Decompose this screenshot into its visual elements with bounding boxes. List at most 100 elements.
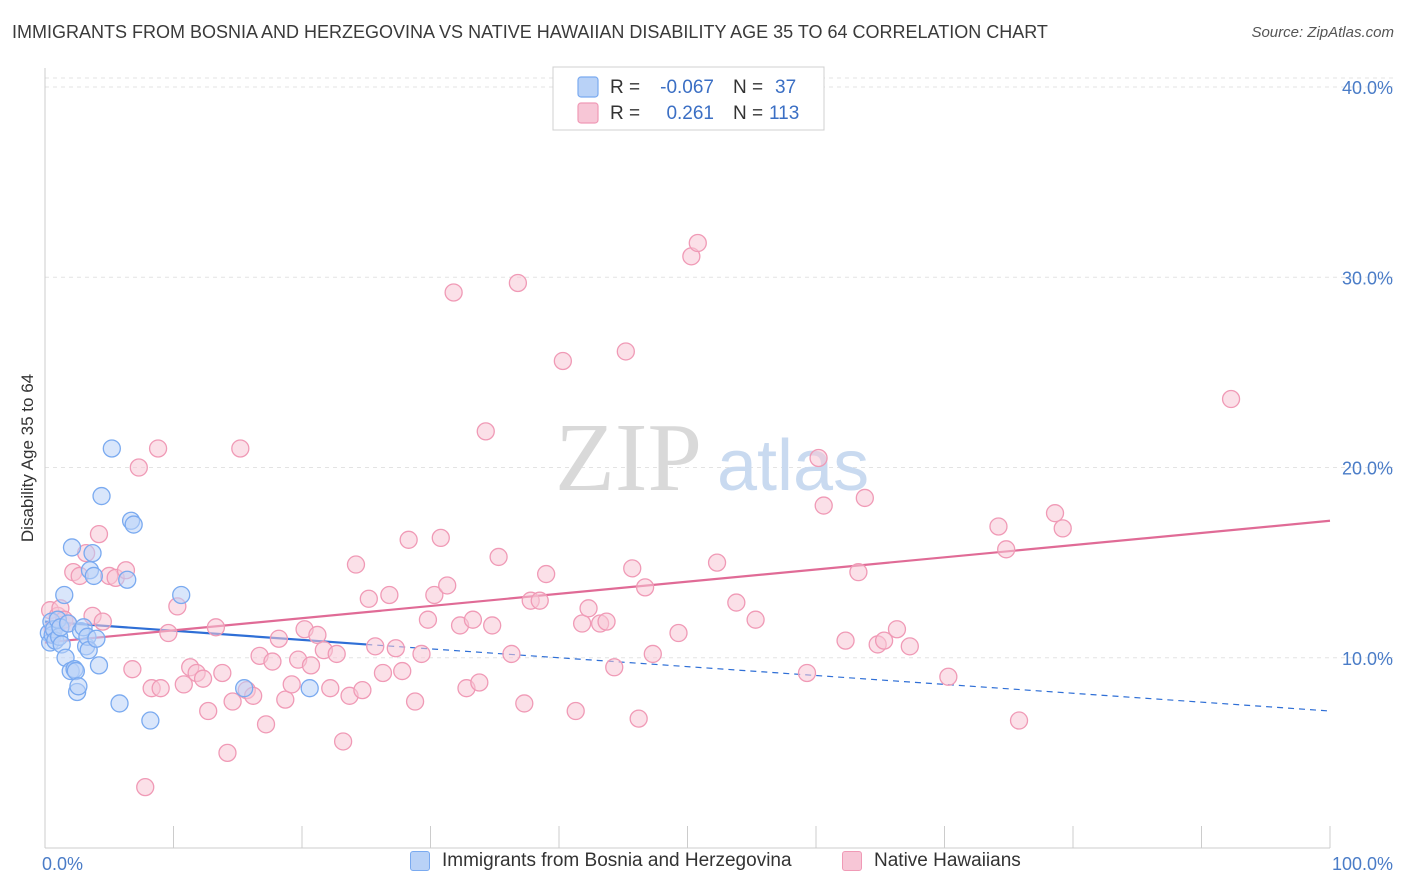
legend-r-label-hawaiian: R = bbox=[610, 103, 640, 124]
point-series1-79 bbox=[553, 351, 573, 371]
bottom-legend-swatch-hawaiian bbox=[842, 851, 862, 871]
point-series1-84 bbox=[597, 612, 616, 631]
bottom-legend-label-bosnia: Immigrants from Bosnia and Herzegovina bbox=[442, 850, 792, 871]
point-series1-15 bbox=[123, 660, 142, 679]
point-series1-69 bbox=[470, 673, 489, 692]
point-series1-52 bbox=[359, 589, 378, 608]
point-series1-110 bbox=[1009, 711, 1029, 730]
point-series1-90 bbox=[643, 644, 662, 664]
y-axis-label: Disability Age 35 to 64 bbox=[18, 374, 37, 542]
legend: R = -0.067 N = 37 R = 0.261 N = 113 bbox=[552, 66, 825, 131]
legend-r-value-bosnia: -0.067 bbox=[660, 77, 714, 98]
point-series1-20 bbox=[151, 679, 170, 698]
bottom-legend-label-hawaiian: Native Hawaiians bbox=[874, 850, 1021, 871]
point-series0-36 bbox=[172, 585, 191, 605]
point-series1-53 bbox=[366, 637, 385, 656]
point-series0-30 bbox=[102, 439, 121, 458]
point-series1-37 bbox=[263, 652, 282, 671]
point-series1-43 bbox=[301, 656, 321, 675]
point-series1-86 bbox=[616, 342, 635, 361]
x-tick-labels: 0.0% 100.0% bbox=[42, 854, 1393, 874]
legend-r-value-hawaiian: 0.261 bbox=[666, 103, 714, 124]
point-series1-16 bbox=[129, 458, 148, 477]
point-series0-35 bbox=[141, 711, 160, 730]
point-series1-87 bbox=[623, 559, 642, 578]
point-series1-19 bbox=[148, 439, 168, 458]
point-series1-112 bbox=[1053, 519, 1072, 538]
point-series0-16 bbox=[66, 661, 85, 681]
point-series1-56 bbox=[386, 639, 405, 658]
y-tick-label-40: 40.0% bbox=[1342, 78, 1393, 98]
point-series1-99 bbox=[814, 496, 833, 515]
point-series1-58 bbox=[399, 530, 418, 549]
point-series0-25 bbox=[83, 543, 102, 563]
y-tick-label-30: 30.0% bbox=[1342, 268, 1393, 288]
legend-swatch-bosnia bbox=[577, 76, 599, 98]
point-series1-21 bbox=[159, 623, 178, 643]
point-series1-63 bbox=[431, 528, 450, 548]
point-series1-54 bbox=[373, 663, 393, 683]
x-tick-label-min: 0.0% bbox=[42, 854, 83, 874]
point-series1-98 bbox=[809, 448, 828, 468]
point-series1-26 bbox=[193, 669, 213, 688]
point-series0-27 bbox=[87, 629, 106, 648]
point-series1-11 bbox=[93, 612, 112, 631]
watermark-atlas: atlas bbox=[717, 426, 869, 506]
point-series1-89 bbox=[635, 578, 655, 597]
legend-swatch-hawaiian bbox=[577, 102, 599, 124]
point-series1-60 bbox=[412, 644, 431, 664]
point-series1-28 bbox=[206, 618, 226, 637]
chart-title: IMMIGRANTS FROM BOSNIA AND HERZEGOVINA V… bbox=[12, 22, 1048, 42]
point-series0-32 bbox=[118, 570, 137, 589]
point-series1-78 bbox=[537, 564, 556, 584]
point-series1-109 bbox=[997, 540, 1016, 559]
point-series1-48 bbox=[333, 732, 353, 751]
point-series0-31 bbox=[110, 694, 129, 713]
point-series1-113 bbox=[1221, 389, 1241, 409]
point-series1-95 bbox=[727, 593, 746, 612]
point-series0-28 bbox=[89, 656, 109, 675]
y-tick-label-20: 20.0% bbox=[1342, 459, 1393, 479]
point-series1-61 bbox=[418, 610, 438, 629]
point-series1-47 bbox=[327, 644, 346, 664]
point-series1-29 bbox=[213, 663, 232, 683]
point-series1-51 bbox=[353, 680, 372, 700]
point-series1-93 bbox=[688, 233, 707, 253]
point-series1-108 bbox=[989, 517, 1008, 536]
point-series1-96 bbox=[746, 610, 765, 629]
point-series1-31 bbox=[223, 692, 242, 711]
point-series1-101 bbox=[849, 562, 868, 582]
point-series1-88 bbox=[629, 709, 648, 728]
point-series1-106 bbox=[900, 637, 919, 656]
point-series1-71 bbox=[483, 616, 502, 635]
point-series1-107 bbox=[939, 667, 958, 686]
point-series1-102 bbox=[855, 488, 874, 508]
legend-n-value-hawaiian: 113 bbox=[769, 103, 799, 124]
point-series1-111 bbox=[1045, 504, 1065, 523]
point-series1-17 bbox=[136, 777, 155, 797]
point-series1-32 bbox=[231, 439, 250, 458]
point-series1-91 bbox=[669, 623, 688, 643]
point-series0-18 bbox=[69, 677, 88, 696]
bottom-legend: Immigrants from Bosnia and Herzegovina N… bbox=[0, 850, 1406, 880]
point-series1-74 bbox=[508, 273, 528, 293]
y-tick-label-10: 10.0% bbox=[1342, 649, 1393, 669]
point-series0-14 bbox=[62, 538, 82, 557]
point-series1-23 bbox=[174, 675, 193, 694]
trend-line-dashed-0 bbox=[366, 643, 1331, 712]
legend-n-value-bosnia: 37 bbox=[775, 77, 796, 98]
point-series1-77 bbox=[530, 591, 549, 610]
point-series1-82 bbox=[579, 599, 598, 618]
trend-line-1 bbox=[44, 519, 1331, 644]
x-ticks bbox=[44, 826, 1331, 848]
bottom-legend-swatch-bosnia bbox=[410, 851, 430, 871]
chart-source: Source: ZipAtlas.com bbox=[1251, 24, 1394, 41]
point-series1-40 bbox=[282, 675, 301, 694]
point-series1-62 bbox=[425, 585, 444, 605]
bottom-legend-item-hawaiian: Native Hawaiians bbox=[842, 850, 1021, 872]
x-tick-label-max: 100.0% bbox=[1332, 854, 1393, 874]
point-series0-29 bbox=[92, 486, 111, 506]
point-series1-50 bbox=[346, 555, 366, 574]
y-tick-labels: 10.0% 20.0% 30.0% 40.0% bbox=[1342, 78, 1393, 669]
point-series1-105 bbox=[887, 620, 907, 639]
